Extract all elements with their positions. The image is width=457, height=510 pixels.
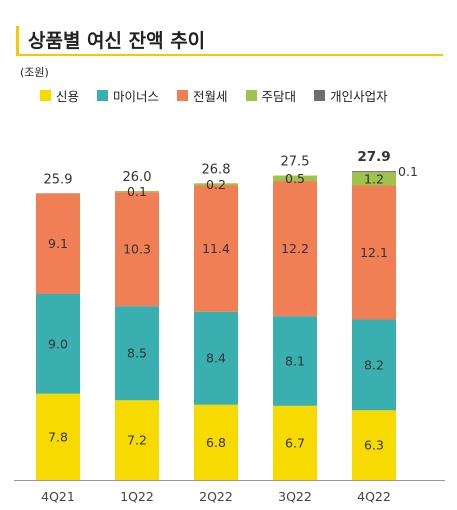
x-tick-label-1Q22: 1Q22 <box>120 489 154 504</box>
legend-swatch-sole <box>314 90 326 101</box>
legend: 신용 마이너스 전월세 주담대 개인사업자 <box>40 86 388 105</box>
bar-segment-jeonse-1Q22 <box>115 192 159 307</box>
bar-segment-sole-4Q22 <box>352 171 396 173</box>
title-underline <box>16 54 443 56</box>
bar-segment-minus-1Q22 <box>115 306 159 401</box>
x-tick-label-4Q21: 4Q21 <box>41 489 75 504</box>
x-tick-label-4Q22: 4Q22 <box>357 489 391 504</box>
data-label-mortgage-2Q22: 0.2 <box>206 177 226 192</box>
data-label-minus-1Q22: 8.5 <box>127 346 147 361</box>
data-label-jeonse-4Q22: 12.1 <box>360 245 388 260</box>
bar-segment-credit-3Q22 <box>273 405 317 480</box>
total-label-4Q22: 27.9 <box>357 149 390 165</box>
legend-item-credit: 신용 <box>40 86 79 105</box>
bar-segment-credit-4Q22 <box>352 410 396 480</box>
data-label-jeonse-1Q22: 10.3 <box>123 242 151 257</box>
bar-segment-jeonse-4Q22 <box>352 185 396 320</box>
total-label-2Q22: 26.8 <box>202 162 231 177</box>
data-label-jeonse-4Q21: 9.1 <box>48 236 68 251</box>
data-label-minus-2Q22: 8.4 <box>206 351 226 366</box>
legend-swatch-credit <box>40 90 51 101</box>
data-label-minus-4Q21: 9.0 <box>48 336 68 351</box>
data-label-mortgage-3Q22: 0.5 <box>285 171 305 186</box>
data-label-mortgage-1Q22: 0.1 <box>127 184 147 199</box>
x-tick-label-3Q22: 3Q22 <box>278 489 312 504</box>
bar-segment-minus-2Q22 <box>194 311 238 405</box>
total-label-3Q22: 27.5 <box>281 155 310 170</box>
data-label-credit-1Q22: 7.2 <box>127 433 147 448</box>
legend-item-jeonse: 전월세 <box>177 86 228 105</box>
total-label-1Q22: 26.0 <box>123 170 152 185</box>
legend-label-mortgage: 주담대 <box>261 89 297 104</box>
bar-segment-minus-3Q22 <box>273 316 317 406</box>
data-label-sole-4Q22: 0.1 <box>398 164 418 179</box>
legend-item-minus: 마이너스 <box>97 86 159 105</box>
legend-item-mortgage: 주담대 <box>245 86 297 105</box>
legend-swatch-minus <box>97 90 109 101</box>
bar-segment-minus-4Q21 <box>36 294 80 394</box>
data-label-jeonse-2Q22: 11.4 <box>202 241 230 256</box>
legend-swatch-mortgage <box>245 90 257 101</box>
chart-title: 상품별 여신 잔액 추이 <box>28 30 206 52</box>
legend-label-minus: 마이너스 <box>113 89 160 104</box>
bar-segment-jeonse-2Q22 <box>194 185 238 312</box>
bar-segment-credit-4Q21 <box>36 393 80 480</box>
bar-segment-minus-4Q22 <box>352 319 396 411</box>
legend-item-sole: 개인사업자 <box>314 86 388 105</box>
legend-label-sole: 개인사업자 <box>330 89 388 104</box>
data-label-credit-3Q22: 6.7 <box>285 435 305 450</box>
bar-segment-credit-2Q22 <box>194 404 238 480</box>
data-label-mortgage-4Q22: 1.2 <box>364 171 384 186</box>
unit-label: (조원) <box>20 66 49 79</box>
x-tick-label-2Q22: 2Q22 <box>199 489 233 504</box>
title-accent-bar <box>16 26 19 54</box>
bar-segment-jeonse-4Q21 <box>36 193 80 294</box>
data-label-credit-2Q22: 6.8 <box>206 435 226 450</box>
data-label-minus-4Q22: 8.2 <box>364 357 384 372</box>
legend-swatch-jeonse <box>177 90 189 101</box>
bar-segment-mortgage-1Q22 <box>115 191 159 193</box>
data-label-credit-4Q22: 6.3 <box>364 438 384 453</box>
legend-label-jeonse: 전월세 <box>193 89 228 104</box>
bar-segment-credit-1Q22 <box>115 400 159 480</box>
data-label-credit-4Q21: 7.8 <box>48 429 68 444</box>
legend-label-credit: 신용 <box>56 89 80 104</box>
bar-segment-mortgage-2Q22 <box>194 183 238 186</box>
bar-segment-mortgage-4Q22 <box>352 172 396 186</box>
total-label-4Q21: 25.9 <box>44 172 73 187</box>
data-label-minus-3Q22: 8.1 <box>285 353 305 368</box>
bar-segment-mortgage-3Q22 <box>273 175 317 182</box>
data-label-jeonse-3Q22: 12.2 <box>281 241 309 256</box>
bar-segment-jeonse-3Q22 <box>273 181 317 317</box>
